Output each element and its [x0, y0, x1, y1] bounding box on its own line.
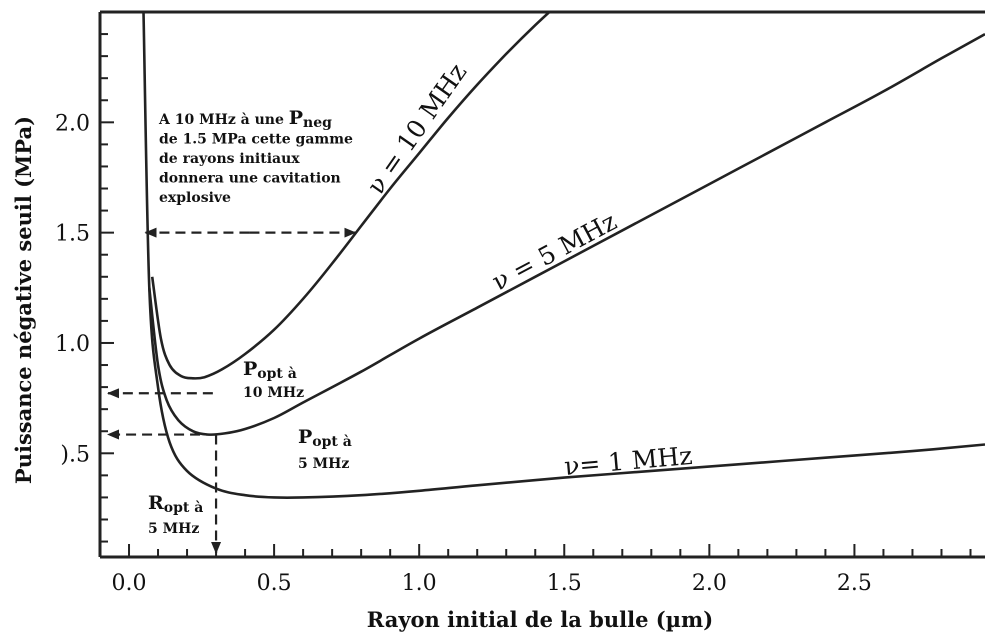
x-tick-label: 0.5	[257, 571, 292, 596]
annotation-popt10-text: Popt à	[243, 358, 297, 382]
y-tick-label: 2.0	[55, 111, 90, 136]
y-tick-label: 1.0	[55, 332, 90, 357]
x-tick-label: 1.0	[402, 571, 437, 596]
x-tick-label: 2.0	[692, 571, 727, 596]
x-tick-label: 0.0	[112, 571, 147, 596]
y-tick-label: ).5	[60, 442, 90, 467]
annotation-popt10-text: 10 MHz	[243, 385, 304, 401]
y-tick-label: 1.5	[55, 222, 90, 247]
annotation-explosive-text: explosive	[159, 190, 231, 206]
axes	[98, 10, 985, 559]
annotation-ropt5-text: 5 MHz	[148, 521, 199, 537]
annotation-explosive-text: donnera une cavitation	[159, 171, 341, 187]
annotation-popt5-text: Popt à	[298, 426, 352, 450]
series-line-3	[142, 12, 985, 499]
annotation-explosive-text: de 1.5 MPa cette gamme	[159, 132, 353, 148]
series-label-5mhz: ν = 5 MHz	[487, 207, 621, 297]
ticks: 0.0 0.5 1.0 1.5 2.0 2.5 ).5 1.0 1.5 2.0	[55, 11, 972, 596]
annotation-explosive-text: de rayons initiaux	[159, 151, 300, 167]
series-label-1mhz: ν= 1 MHz	[563, 441, 694, 481]
series-label-10mhz: ν = 10 MHz	[361, 58, 472, 199]
x-axis-title: Rayon initial de la bulle (µm)	[367, 607, 713, 632]
annotation-ropt5-text: Ropt à	[148, 492, 203, 516]
series-lines	[142, 12, 985, 499]
series-line-2	[148, 32, 985, 436]
x-tick-label: 1.5	[547, 571, 582, 596]
annotation-popt5-text: 5 MHz	[298, 456, 349, 472]
x-tick-label: 2.5	[837, 571, 872, 596]
annotation-explosive-text: A 10 MHz à une Pneg	[158, 107, 332, 131]
series-line-1	[150, 12, 552, 380]
y-axis-title: Puissance négative seuil (MPa)	[11, 116, 36, 484]
